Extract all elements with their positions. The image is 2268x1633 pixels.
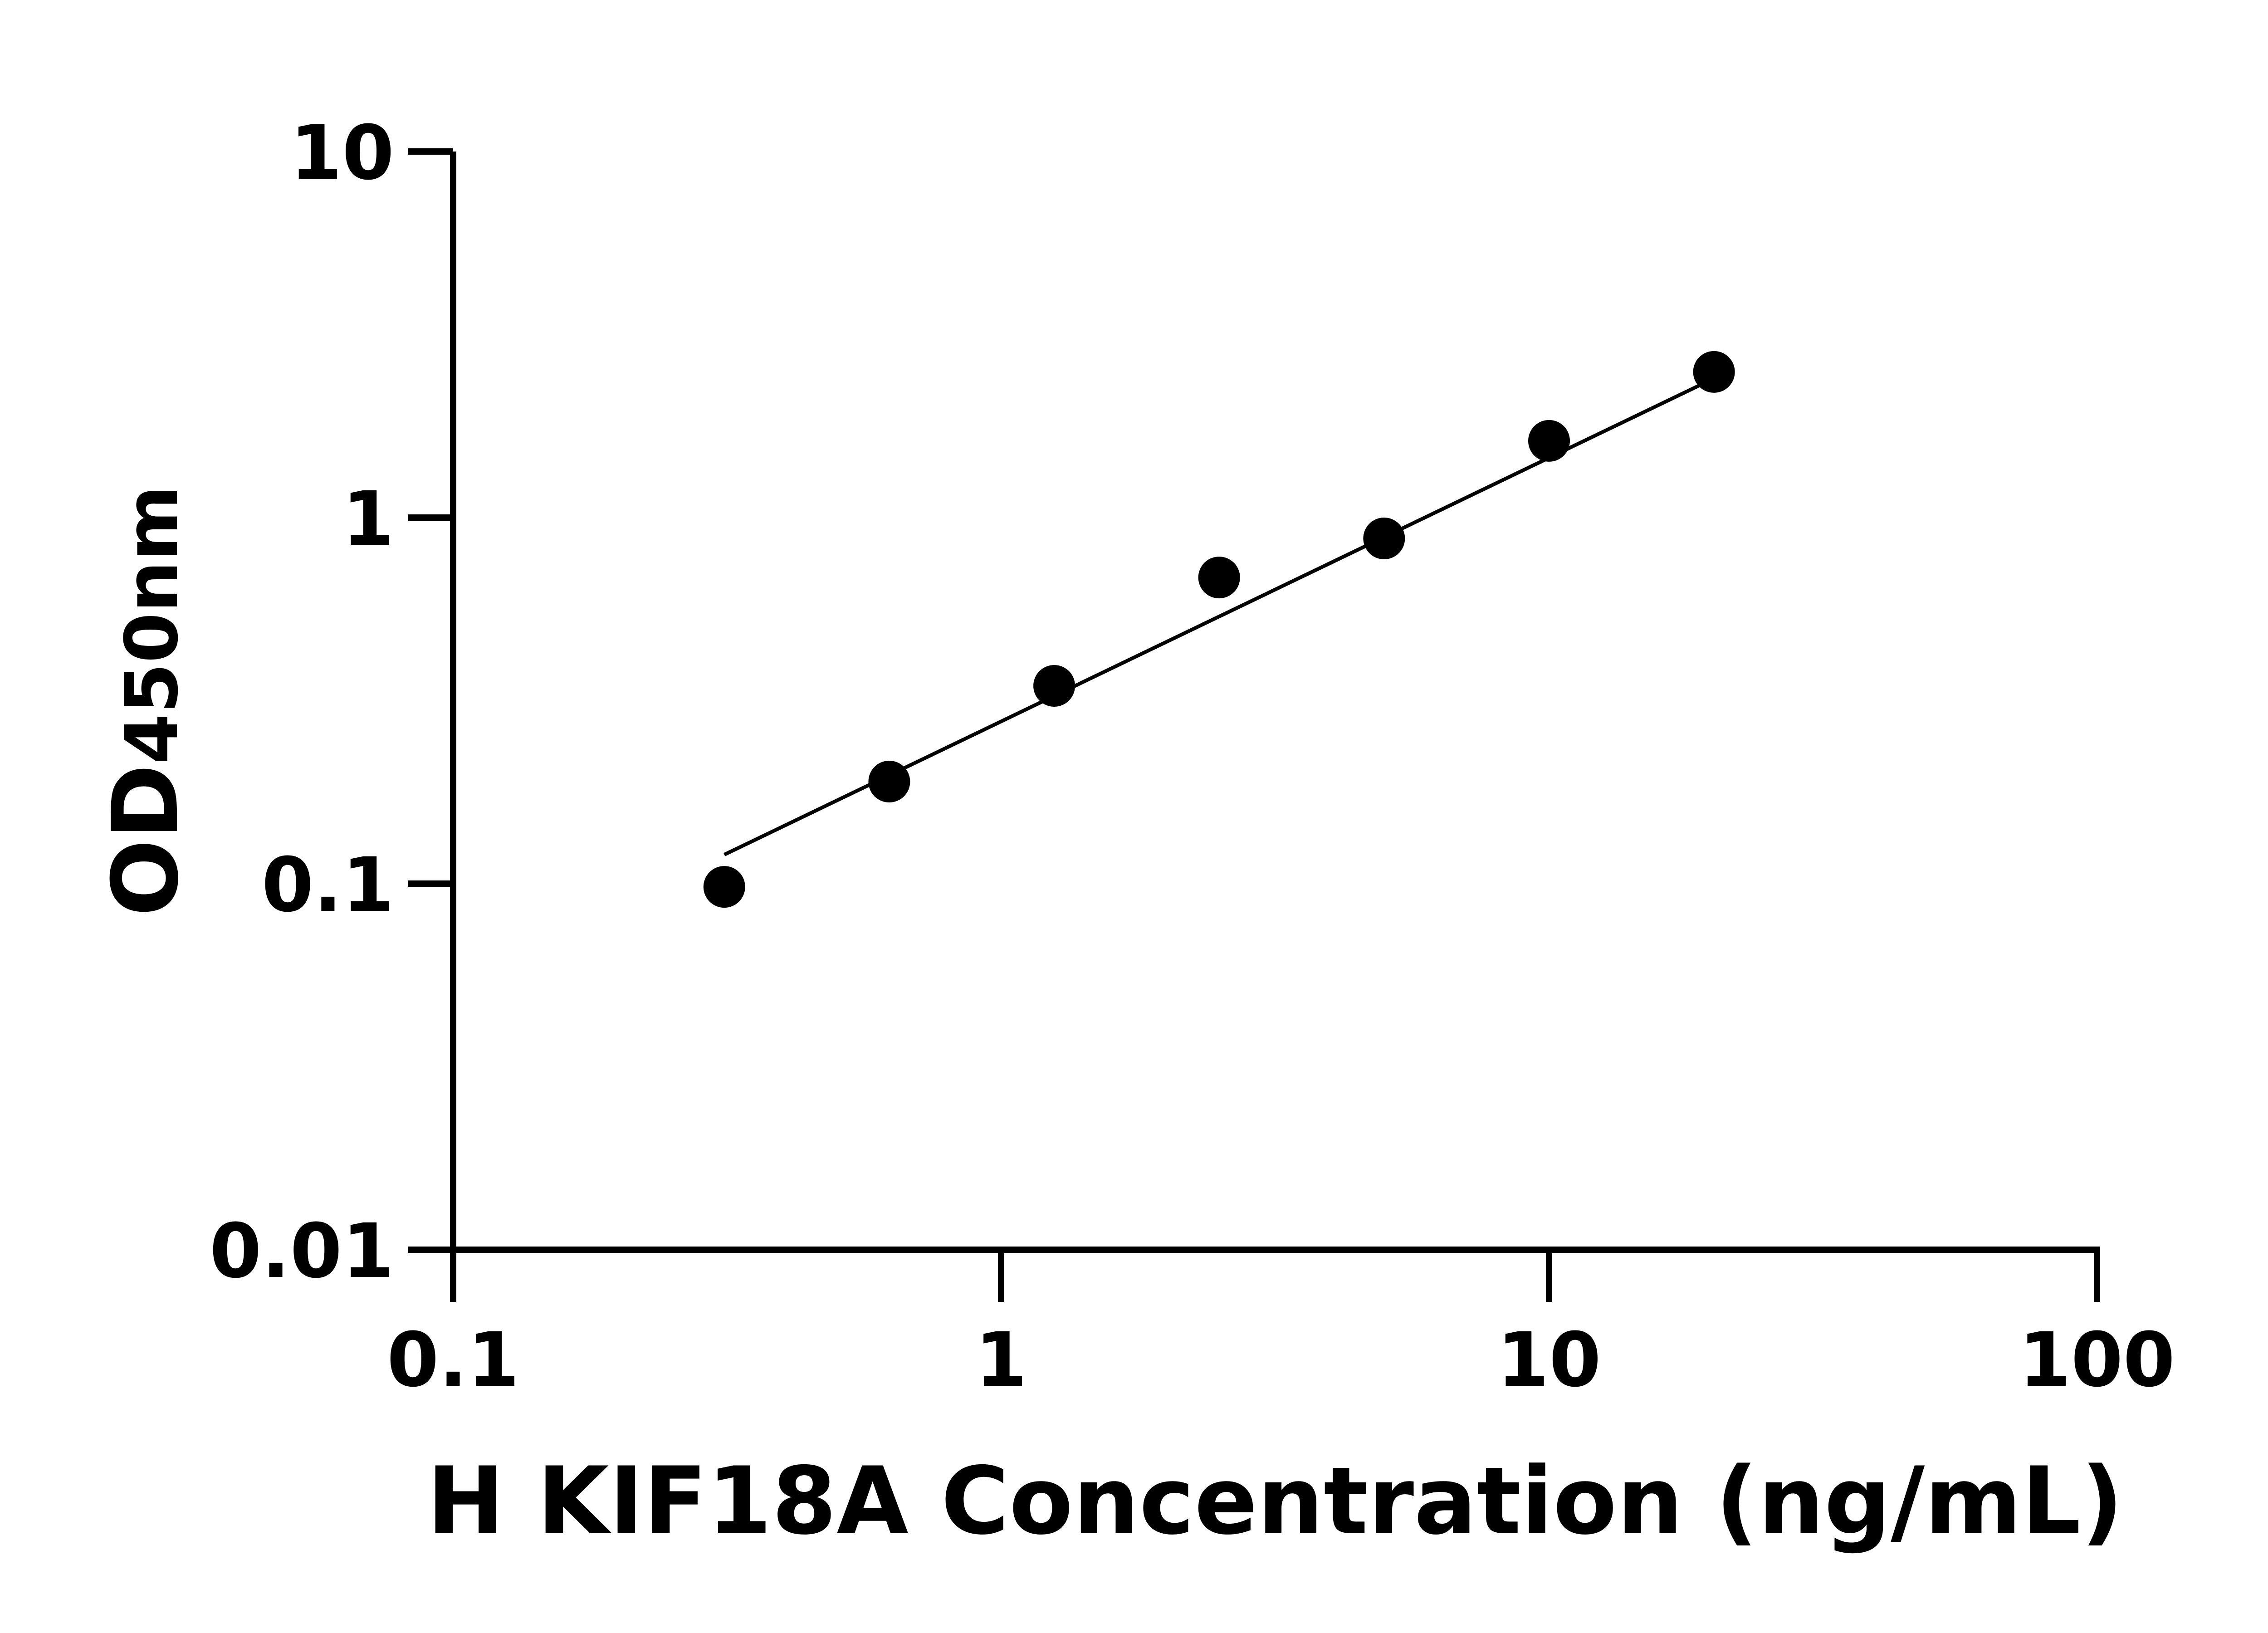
data-point — [1528, 420, 1570, 462]
x-tick-label: 10 — [1497, 1316, 1601, 1403]
x-tick-label: 1 — [975, 1316, 1027, 1403]
data-point — [703, 866, 745, 908]
data-point — [1363, 517, 1405, 559]
x-tick-label: 0.1 — [387, 1316, 519, 1403]
y-tick-label: 0.01 — [210, 1208, 394, 1295]
y-tick-label: 10 — [290, 109, 394, 196]
y-tick-label: 0.1 — [262, 841, 394, 929]
data-point — [1693, 351, 1735, 393]
x-tick-label: 100 — [2019, 1316, 2175, 1403]
y-tick-label: 1 — [342, 475, 394, 562]
y-axis-label: OD450nm — [93, 485, 199, 917]
y-axis-label-sub: 450nm — [109, 485, 194, 764]
marks — [703, 351, 1735, 908]
data-point — [868, 761, 910, 803]
data-point — [1198, 557, 1240, 599]
y-axis-label-main: OD — [93, 764, 199, 916]
x-axis-label: H KIF18A Concentration (ng/mL) — [427, 1447, 2123, 1555]
data-point — [1033, 665, 1075, 707]
axes: 0.1 1 10 100 0.01 0.1 1 10 — [210, 109, 2175, 1403]
